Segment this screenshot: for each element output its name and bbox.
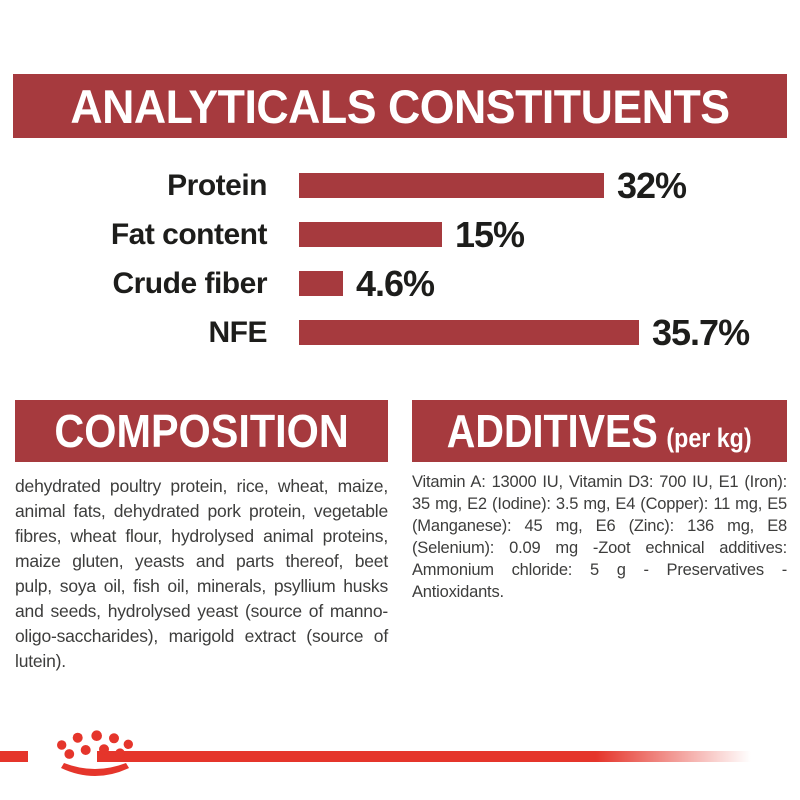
- additives-unit: (per kg): [666, 423, 752, 453]
- bar-value: 15%: [455, 213, 525, 255]
- analytical-constituents-banner: ANALYTICALS CONSTITUENTS: [13, 74, 787, 138]
- bar-label: NFE: [208, 315, 268, 349]
- footer-divider-right: [97, 751, 800, 762]
- bar-chart-row: Crude fiber 4.6%: [0, 259, 800, 308]
- additives-title: ADDITIVES: [447, 405, 659, 457]
- composition-banner: COMPOSITION: [15, 400, 388, 462]
- bar: [299, 222, 442, 247]
- bar-value: 35.7%: [652, 311, 750, 353]
- bar: [299, 320, 639, 345]
- composition-body-text: dehydrated poultry protein, rice, wheat,…: [15, 476, 388, 671]
- additives-section: ADDITIVES (per kg) Vitamin A: 13000 IU, …: [412, 400, 787, 620]
- additives-banner: ADDITIVES (per kg): [412, 400, 787, 462]
- bar-chart-rows: Protein 32% Fat content 15% Crude fiber …: [0, 161, 800, 357]
- additives-body-text: Vitamin A: 13000 IU, Vitamin D3: 700 IU,…: [412, 473, 787, 601]
- bar-value: 32%: [617, 164, 687, 206]
- royal-canin-crown-icon: [57, 730, 133, 776]
- bar-label: Fat content: [110, 217, 268, 251]
- analytical-constituents-title: ANALYTICALS CONSTITUENTS: [70, 79, 730, 133]
- bar-label: Protein: [167, 168, 267, 202]
- bar-label: Crude fiber: [112, 266, 267, 300]
- footer-divider-left: [0, 751, 28, 762]
- composition-section: COMPOSITION dehydrated poultry protein, …: [15, 400, 388, 692]
- crown-base-arc: [61, 763, 129, 776]
- bar: [299, 271, 343, 296]
- bar-value: 4.6%: [356, 262, 435, 304]
- composition-title: COMPOSITION: [54, 405, 349, 457]
- bar-chart-row: Protein 32%: [0, 161, 800, 210]
- bar-chart-row: Fat content 15%: [0, 210, 800, 259]
- additives-title-group: ADDITIVES (per kg): [447, 404, 752, 458]
- analytical-constituents-chart: Protein 32% Fat content 15% Crude fiber …: [0, 161, 800, 357]
- bar-chart-row: NFE 35.7%: [0, 308, 800, 357]
- bar: [299, 173, 604, 198]
